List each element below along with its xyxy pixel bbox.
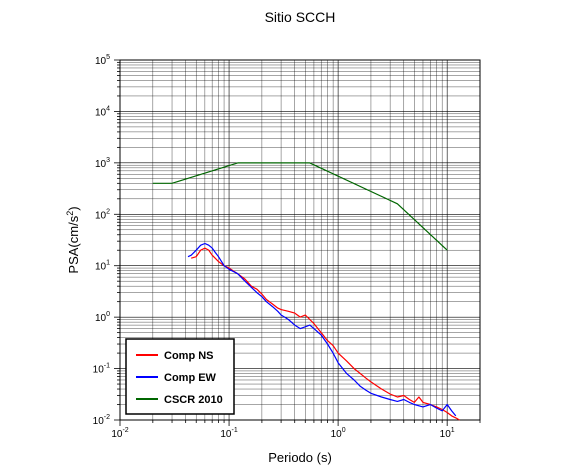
y-tick-label-base: 10 xyxy=(93,365,105,376)
y-tick-label-exponent: -2 xyxy=(104,414,110,421)
series-line-3 xyxy=(152,162,448,251)
y-axis-label: PSA(cm/s2) xyxy=(65,206,81,273)
series-lines xyxy=(152,162,460,421)
legend-items: Comp NS Comp EW CSCR 2010 xyxy=(136,350,223,406)
x-tick-label: 101 xyxy=(440,427,455,440)
y-tick-label-base: 10 xyxy=(95,313,107,324)
y-tick-label-exponent: -1 xyxy=(104,363,110,370)
x-tick-label-base: 10 xyxy=(111,429,123,440)
y-tick-label-exponent: 2 xyxy=(106,208,110,215)
y-tick-label-exponent: 0 xyxy=(106,311,110,318)
y-tick-label-base: 10 xyxy=(95,56,107,67)
y-tick-label: 105 xyxy=(95,54,110,67)
axis-ticks xyxy=(114,59,481,426)
x-tick-label-exponent: -2 xyxy=(122,427,128,434)
x-tick-label: 10-1 xyxy=(220,427,237,440)
grid-lines xyxy=(119,59,481,421)
x-tick-label: 100 xyxy=(331,427,346,440)
y-tick-label-exponent: 5 xyxy=(106,54,110,61)
y-tick-label-exponent: 1 xyxy=(106,260,110,267)
y-tick-label: 104 xyxy=(95,105,110,118)
y-tick-label: 103 xyxy=(95,157,110,170)
y-tick-label: 10-2 xyxy=(93,414,110,427)
x-tick-label-base: 10 xyxy=(220,429,232,440)
x-tick-label: 10-2 xyxy=(111,427,128,440)
y-tick-label-exponent: 3 xyxy=(106,157,110,164)
y-tick-label-base: 10 xyxy=(95,262,107,273)
x-axis-label: Periodo (s) xyxy=(268,450,332,465)
y-tick-label-base: 10 xyxy=(95,159,107,170)
y-tick-label-base: 10 xyxy=(95,210,107,221)
series-line-1 xyxy=(191,247,460,421)
y-tick-label-base: 10 xyxy=(95,107,107,118)
y-axis-label-base: PSA(cm/s xyxy=(66,215,81,273)
chart-title: Sitio SCCH xyxy=(265,9,336,25)
legend-label: CSCR 2010 xyxy=(164,394,223,406)
legend-label: Comp EW xyxy=(164,372,217,384)
y-axis-label-end: ) xyxy=(66,206,81,210)
legend-label: Comp NS xyxy=(164,350,214,362)
x-tick-label-exponent: 1 xyxy=(451,427,455,434)
legend: Comp NS Comp EW CSCR 2010 xyxy=(125,338,235,415)
y-axis-label-superscript: 2 xyxy=(65,211,75,216)
y-tick-label-exponent: 4 xyxy=(106,105,110,112)
plot-frame xyxy=(119,59,481,421)
y-tick-label: 101 xyxy=(95,260,110,273)
y-tick-label: 10-1 xyxy=(93,363,110,376)
x-tick-label-base: 10 xyxy=(440,429,452,440)
x-tick-labels: 10-2 10-1 100 101 xyxy=(111,427,454,440)
x-tick-label-base: 10 xyxy=(331,429,343,440)
x-tick-label-exponent: 0 xyxy=(342,427,346,434)
y-tick-label: 102 xyxy=(95,208,110,221)
y-tick-label-base: 10 xyxy=(93,416,105,427)
x-tick-label-exponent: -1 xyxy=(232,427,238,434)
y-tick-label: 100 xyxy=(95,311,110,324)
series-line-2 xyxy=(187,242,457,417)
